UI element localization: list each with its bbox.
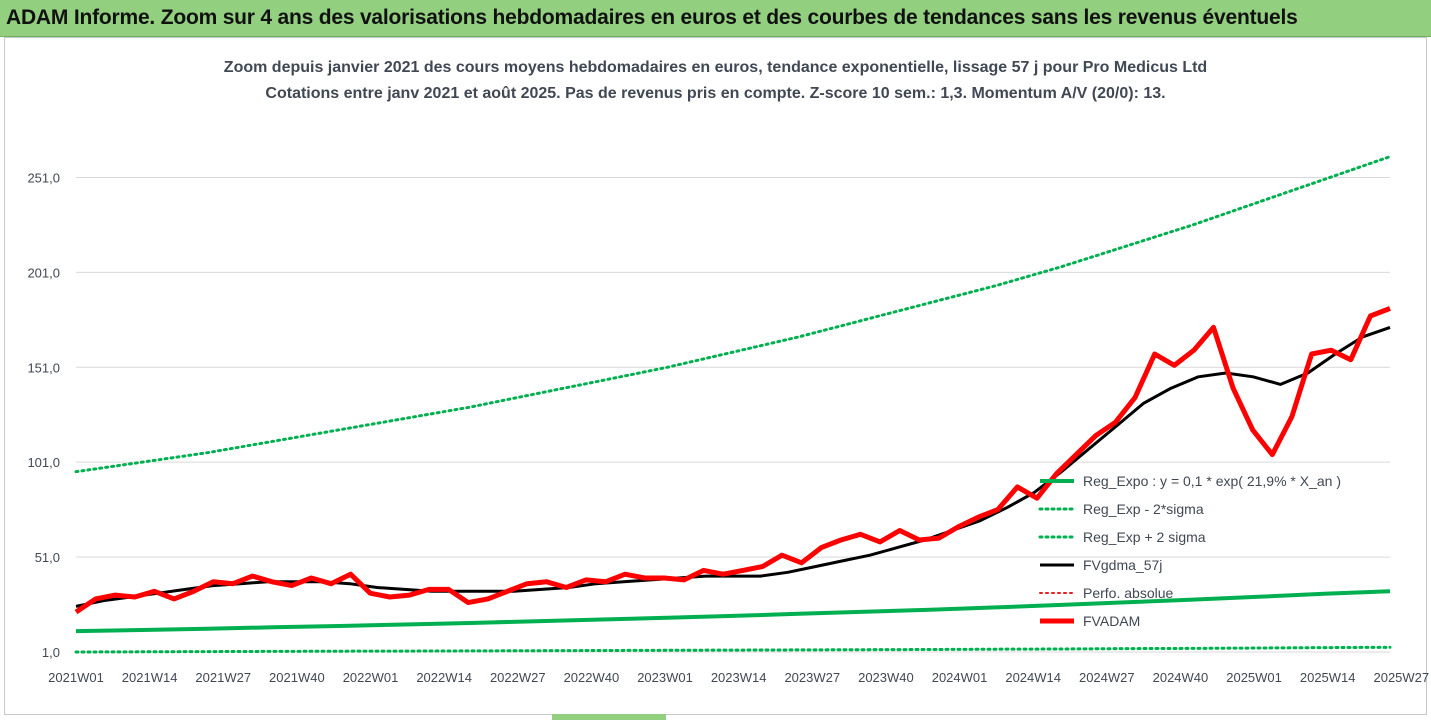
chart-subtitle: Cotations entre janv 2021 et août 2025. …: [265, 85, 1166, 102]
series-line-2: [74, 155, 1392, 474]
x-tick-label: 2021W27: [195, 670, 251, 685]
x-tick-label: 2025W14: [1300, 670, 1356, 685]
series-line-3: [75, 325, 1391, 608]
y-tick-label: 101,0: [27, 455, 60, 470]
x-tick-label: 2022W40: [564, 670, 620, 685]
x-tick-label: 2023W14: [711, 670, 767, 685]
y-tick-label: 51,0: [35, 550, 60, 565]
report-title: ADAM Informe. Zoom sur 4 ans des valoris…: [6, 6, 1298, 29]
x-axis: 2021W01 2021W14 2021W27 2021W40 2022W01 2022W…: [48, 670, 1429, 685]
x-tick-label: 2025W27: [1373, 670, 1429, 685]
y-tick-label: 151,0: [27, 360, 60, 375]
y-tick-label: 1,0: [42, 645, 60, 660]
x-tick-label: 2024W40: [1153, 670, 1209, 685]
x-tick-label: 2021W01: [48, 670, 104, 685]
page-tab-marker: [552, 714, 666, 720]
y-tick-label: 201,0: [27, 265, 60, 280]
report-banner: ADAM Informe. Zoom sur 4 ans des valoris…: [0, 0, 1431, 37]
series-line-5: [74, 306, 1391, 615]
x-tick-label: 2021W40: [269, 670, 325, 685]
legend-label: Reg_Exp + 2 sigma: [1083, 529, 1206, 545]
x-tick-label: 2023W27: [784, 670, 840, 685]
legend-label: FVgdma_57j: [1083, 557, 1162, 573]
x-tick-label: 2023W01: [637, 670, 693, 685]
x-tick-label: 2025W01: [1226, 670, 1282, 685]
chart-title: Zoom depuis janvier 2021 des cours moyen…: [223, 59, 1208, 76]
x-tick-label: 2022W14: [416, 670, 472, 685]
x-tick-label: 2024W27: [1079, 670, 1135, 685]
chart-frame: [4, 37, 1427, 715]
legend: Reg_Expo : y = 0,1 * exp( 21,9% * X_an )…: [1038, 473, 1341, 629]
x-tick-label: 2021W14: [122, 670, 178, 685]
legend-label: Reg_Expo : y = 0,1 * exp( 21,9% * X_an ): [1083, 473, 1341, 489]
x-tick-label: 2024W01: [932, 670, 988, 685]
x-tick-label: 2024W14: [1005, 670, 1061, 685]
legend-label: Perfo. absolue: [1083, 585, 1173, 601]
legend-label: FVADAM: [1083, 613, 1140, 629]
x-tick-label: 2023W40: [858, 670, 914, 685]
y-axis: 1,0 51,0 101,0 151,0 201,0 251,0: [27, 170, 60, 660]
x-tick-label: 2022W01: [343, 670, 399, 685]
series-line-0: [75, 589, 1391, 634]
x-tick-label: 2022W27: [490, 670, 546, 685]
series-lines: [74, 155, 1392, 654]
y-tick-label: 251,0: [27, 170, 60, 185]
series-line-1: [74, 645, 1392, 654]
legend-label: Reg_Exp - 2*sigma: [1083, 501, 1204, 517]
